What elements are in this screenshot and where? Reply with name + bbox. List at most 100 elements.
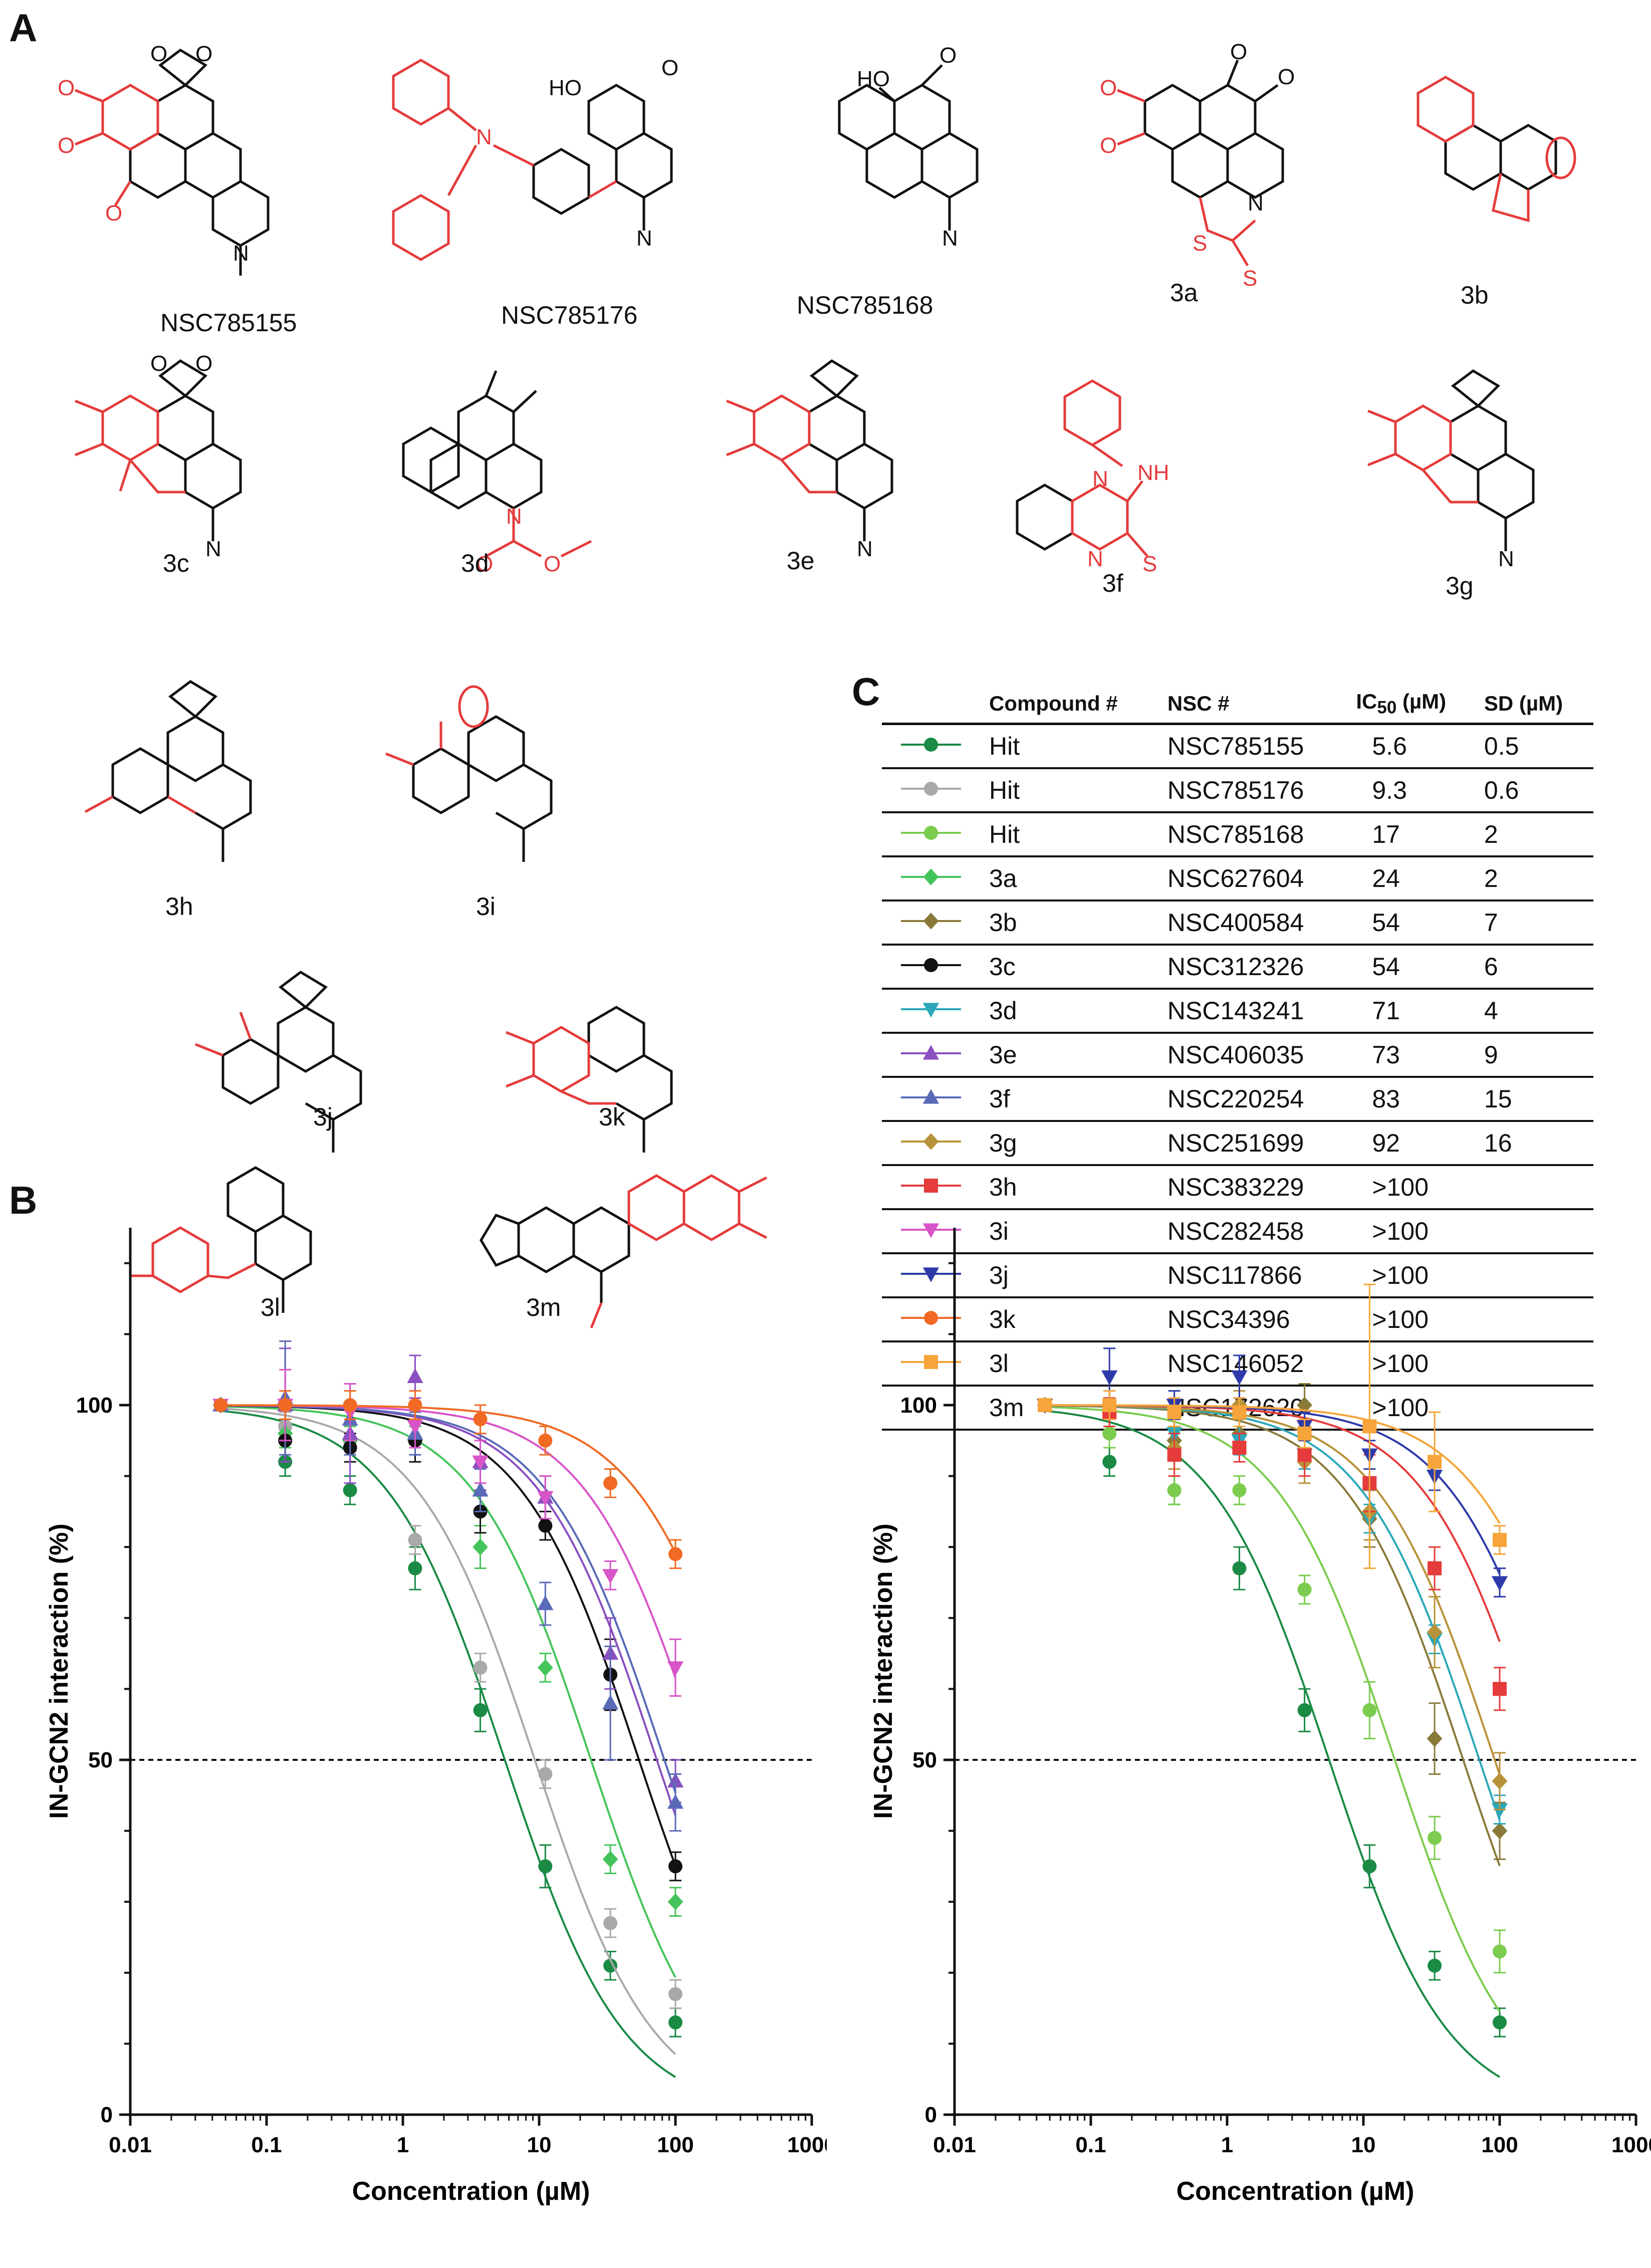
table-row: 3l NSC146052 >100: [882, 1341, 1593, 1387]
cell-ic50: >100: [1352, 1297, 1480, 1343]
x-tick-label: 0.1: [251, 2133, 282, 2157]
structure-nsc785176: N HO O N: [351, 30, 712, 311]
cell-ic50: 24: [1352, 856, 1480, 902]
table-row: Hit NSC785155 5.6 0.5: [882, 724, 1593, 770]
data-marker: [924, 958, 938, 973]
y-tick-label: 0: [101, 2103, 113, 2127]
data-marker: [923, 868, 939, 886]
table-row: 3f NSC220254 83 15: [882, 1077, 1593, 1122]
atom-n: N: [857, 537, 873, 561]
legend-marker-cell: [882, 1209, 985, 1255]
molecule-label: 3l: [261, 1293, 280, 1321]
legend-marker-cell: [882, 768, 985, 814]
data-point-3d: [1491, 1803, 1508, 1818]
atom-n: N: [1092, 467, 1108, 491]
table-row: 3d NSC143241 71 4: [882, 989, 1593, 1034]
cell-nsc: NSC146052: [1163, 1341, 1352, 1387]
molecule-label: 3f: [1102, 569, 1123, 597]
cell-ic50: 83: [1352, 1077, 1480, 1122]
structure-3k: [451, 942, 732, 1213]
data-marker: [922, 1267, 939, 1283]
panel-label-b: B: [9, 1178, 38, 1222]
legend-marker: [901, 1223, 961, 1239]
molecule-label: 3d: [461, 549, 489, 577]
cell-compound: 3e: [985, 1033, 1163, 1078]
atom-s: S: [1193, 231, 1207, 256]
data-point-NSC785155: [603, 1958, 618, 1973]
data-point-3k: [538, 1433, 553, 1448]
cell-compound: 3f: [985, 1077, 1163, 1122]
molecule-label: 3b: [1461, 281, 1489, 309]
molecule-label: 3c: [163, 549, 189, 577]
fit-curve-3k: [220, 1404, 676, 1553]
legend-marker: [901, 958, 961, 973]
legend-marker: [901, 1267, 961, 1283]
legend-marker-cell: [882, 724, 985, 770]
cell-nsc: NSC785168: [1163, 812, 1352, 858]
table-row: 3e NSC406035 73 9: [882, 1033, 1593, 1078]
atom-n: N: [205, 537, 221, 561]
data-point-3k: [278, 1398, 293, 1412]
legend-marker-cell: [882, 1386, 985, 1431]
ic50-table: Compound # NSC # IC50 (µM) SD (µM) Hit NS…: [882, 687, 1593, 1431]
cell-nsc: NSC406035: [1163, 1033, 1352, 1078]
legend-marker-cell: [882, 945, 985, 990]
data-point-NSC785155: [1102, 1455, 1117, 1469]
cell-compound: 3h: [985, 1165, 1163, 1211]
data-point-3l: [1428, 1455, 1442, 1469]
structure-3j: [140, 942, 421, 1213]
cell-sd: 0.6: [1480, 768, 1593, 814]
cell-nsc: NSC143241: [1163, 989, 1352, 1034]
cell-ic50: 54: [1352, 945, 1480, 990]
fit-curve-3h: [1045, 1404, 1501, 1642]
fit-curve-3a: [220, 1405, 676, 1978]
data-point-3k: [343, 1398, 357, 1412]
data-point-NSC785176: [668, 1987, 682, 2001]
cell-ic50: 73: [1352, 1033, 1480, 1078]
legend-marker: [901, 1003, 961, 1018]
legend-marker: [901, 738, 961, 752]
data-point-3k: [408, 1398, 422, 1412]
y-tick-label: 100: [900, 1393, 937, 1418]
data-point-NSC785155: [1297, 1703, 1312, 1717]
data-point-NSC785168: [1102, 1426, 1117, 1441]
atom-n: N: [1087, 547, 1103, 571]
cell-compound: 3j: [985, 1253, 1163, 1299]
atom-n: N: [636, 226, 652, 251]
nsc-header: NSC #: [1163, 687, 1352, 726]
structure-3f: NH N S N: [972, 351, 1223, 601]
x-tick-label: 100: [657, 2133, 693, 2157]
molecule-label: 3j: [313, 1103, 333, 1131]
data-marker: [924, 1179, 938, 1193]
y-tick-label: 50: [912, 1748, 937, 1772]
structure-3d: N O O: [321, 331, 621, 641]
x-tick-label: 100: [1481, 2133, 1518, 2157]
atom-o: O: [476, 552, 493, 576]
data-point-3g: [1492, 1772, 1508, 1790]
atom-o: O: [1230, 40, 1247, 64]
x-axis-title: Concentration (µM): [352, 2177, 590, 2206]
x-tick-label: 1: [1221, 2133, 1233, 2157]
fit-curve-NSC785155: [1045, 1410, 1501, 2078]
data-point-NSC785168: [1428, 1831, 1442, 1845]
table-row: 3c NSC312326 54 6: [882, 945, 1593, 990]
fit-curve-NSC785176: [220, 1408, 676, 2055]
legend-marker-cell: [882, 1077, 985, 1122]
molecule-label: 3i: [476, 892, 496, 921]
data-point-3i: [407, 1420, 423, 1435]
data-point-NSC785155: [1493, 2015, 1507, 2029]
molecule-label: 3k: [599, 1103, 625, 1131]
structure-3a: N S S O O O O: [1062, 30, 1343, 321]
data-point-NSC785155: [473, 1703, 488, 1717]
data-point-3b: [1492, 1822, 1508, 1840]
cell-nsc: NSC251699: [1163, 1121, 1352, 1167]
atom-o: O: [195, 42, 212, 66]
atom-o: O: [195, 351, 212, 376]
cell-sd: [1480, 1209, 1593, 1255]
structure-3c: O O N: [30, 331, 311, 611]
x-tick-label: 0.01: [109, 2133, 152, 2157]
cell-sd: [1480, 1341, 1593, 1387]
legend-marker: [901, 782, 961, 796]
cell-compound: 3i: [985, 1209, 1163, 1255]
legend-marker: [901, 913, 961, 930]
